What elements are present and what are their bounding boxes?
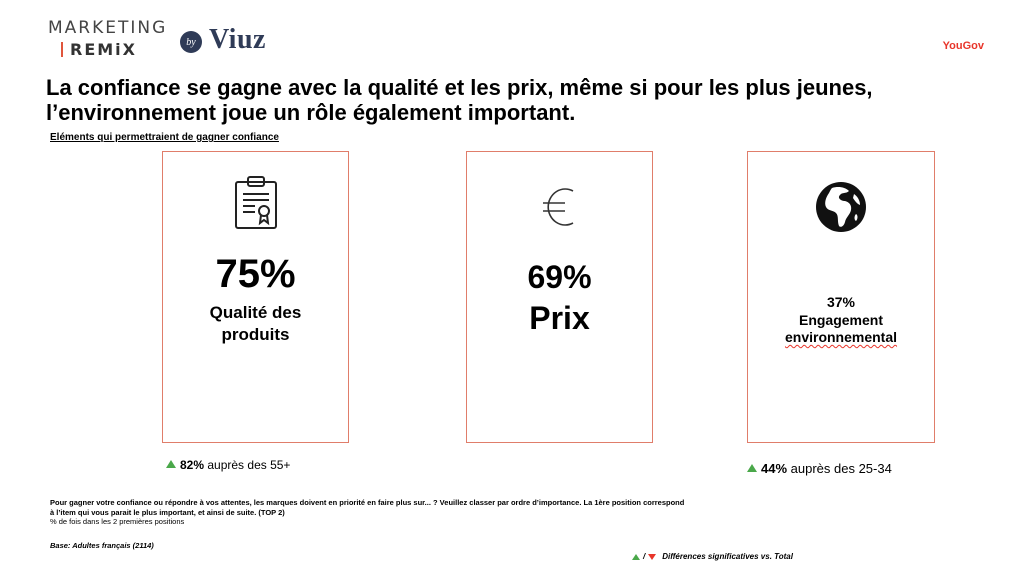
legend-text: Différences significatives vs. Total xyxy=(662,552,793,561)
by-badge: by xyxy=(180,31,202,53)
note-55-plus: 82% auprès des 55+ xyxy=(166,458,290,472)
euro-icon xyxy=(540,184,580,235)
card-quality: 75% Qualité des produits xyxy=(162,151,349,443)
card-quality-label: Qualité des produits xyxy=(163,302,348,346)
up-arrow-icon xyxy=(632,553,640,560)
up-arrow-icon xyxy=(747,464,757,472)
card-environment-percent: 37% xyxy=(826,294,856,310)
logo-marketing-text: MARKETING xyxy=(48,18,168,38)
legend-separator: / xyxy=(643,552,646,561)
card-environment-label-line1: Engagement xyxy=(798,312,883,328)
up-arrow-icon xyxy=(166,460,176,468)
card-environment: 37% Engagement environnemental xyxy=(747,151,935,443)
certificate-icon xyxy=(233,174,279,235)
note-55-plus-text: auprès des 55+ xyxy=(204,458,291,472)
survey-question-note: % de fois dans les 2 premières positions xyxy=(50,517,185,526)
survey-question-text: Pour gagner votre confiance ou répondre … xyxy=(50,498,685,517)
survey-question: Pour gagner votre confiance ou répondre … xyxy=(50,498,690,527)
sample-base: Base: Adultes français (2114) xyxy=(50,541,154,550)
note-55-plus-value: 82% xyxy=(180,458,205,472)
card-environment-label: Engagement environnemental xyxy=(748,312,934,346)
note-25-34: 44% auprès des 25-34 xyxy=(747,461,892,476)
card-price: 69% Prix xyxy=(466,151,653,443)
logo-remix-text: REMiX xyxy=(61,40,137,59)
card-quality-percent: 75% xyxy=(215,252,296,296)
marketing-remix-logo: MARKETING REMiX xyxy=(48,18,168,59)
viuz-logo: Viuz xyxy=(209,24,266,55)
card-quality-label-line2: produits xyxy=(221,325,290,344)
down-arrow-icon xyxy=(648,553,657,560)
yougov-logo: YouGov xyxy=(942,40,984,52)
card-quality-label-line1: Qualité des xyxy=(209,303,302,322)
section-subtitle: Eléments qui permettraient de gagner con… xyxy=(50,132,279,143)
page-title: La confiance se gagne avec la qualité et… xyxy=(46,75,873,125)
note-25-34-text: auprès des 25-34 xyxy=(787,461,892,476)
note-25-34-value: 44% xyxy=(761,461,788,476)
card-environment-label-line2: environnemental xyxy=(784,329,898,345)
significance-legend: / Différences significatives vs. Total xyxy=(632,552,793,561)
card-price-percent: 69% xyxy=(527,259,592,295)
card-price-label: Prix xyxy=(529,300,590,336)
globe-icon xyxy=(815,181,867,238)
